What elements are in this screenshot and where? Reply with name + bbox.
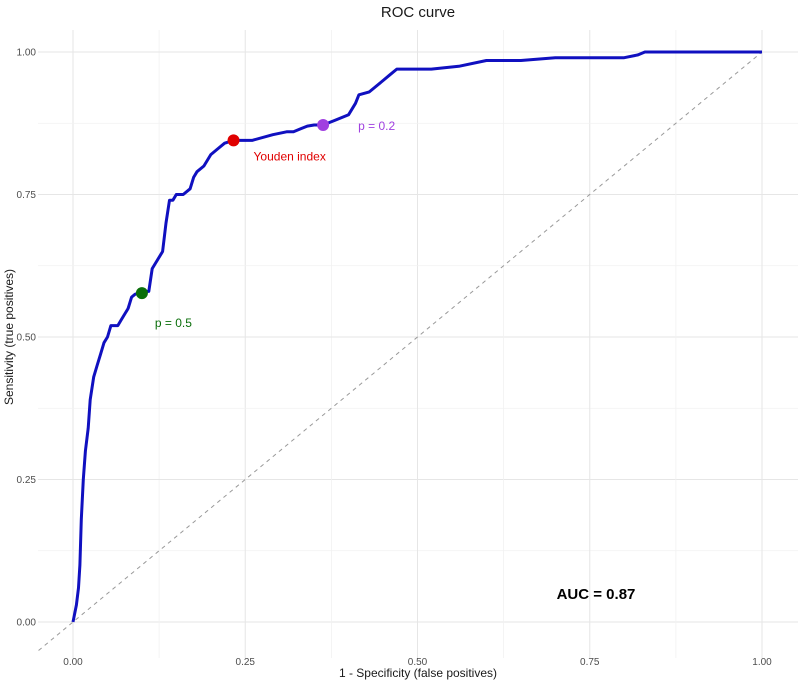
y-tick-label: 0.50 <box>17 333 37 344</box>
point-label-p-0-2: p = 0.2 <box>358 119 395 133</box>
y-tick-label: 0.25 <box>17 475 37 486</box>
diagonal-reference-line <box>38 51 763 651</box>
y-tick-label: 0.00 <box>17 618 37 629</box>
ticks-layer: 0.00 0.25 0.50 0.75 1.00 0.00 0.25 0.50 0.75 1.00 <box>17 48 773 669</box>
x-tick-label: 0.25 <box>236 657 256 668</box>
point-label-youden-index: Youden index <box>254 149 326 163</box>
point-youden-index <box>227 134 240 147</box>
y-tick-label: 0.75 <box>17 190 37 201</box>
points-layer: Youden index p = 0.2 p = 0.5 <box>135 118 395 330</box>
x-tick-label: 1.00 <box>752 657 772 668</box>
grid-layer <box>38 30 798 658</box>
point-p-0-5 <box>135 287 148 300</box>
x-axis-title: 1 - Specificity (false positives) <box>339 666 497 680</box>
roc-curve-line <box>71 50 762 623</box>
x-tick-label: 0.00 <box>63 657 83 668</box>
point-label-p-0-5: p = 0.5 <box>155 316 192 330</box>
chart-title: ROC curve <box>381 4 455 21</box>
y-axis-title: Sensitivity (true positives) <box>2 269 16 405</box>
y-tick-label: 1.00 <box>17 48 37 59</box>
x-tick-label: 0.50 <box>408 657 428 668</box>
x-tick-label: 0.75 <box>580 657 600 668</box>
auc-annotation: AUC = 0.87 <box>557 586 636 603</box>
point-p-0-2 <box>317 118 330 131</box>
